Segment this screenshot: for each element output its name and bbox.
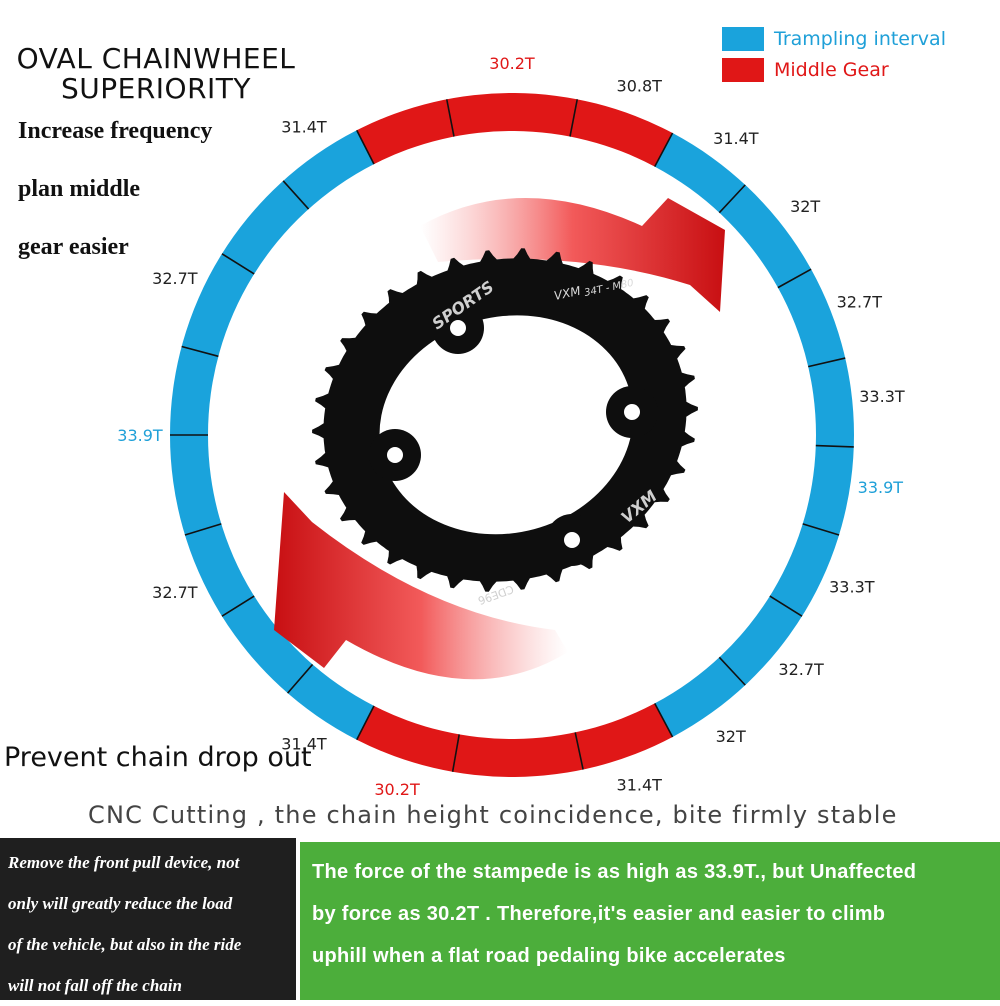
- ring-divider: [221, 253, 255, 275]
- ring-label: 32.7T: [152, 583, 198, 602]
- ring-divider: [808, 357, 846, 368]
- title-line-1: OVAL CHAINWHEEL: [16, 42, 296, 75]
- ring-dividers: [170, 99, 854, 772]
- ring-divider: [777, 268, 812, 289]
- ring-divider: [221, 595, 255, 617]
- legend-label-trampling: Trampling interval: [774, 28, 946, 50]
- ring-label: 33.9T: [117, 426, 163, 445]
- ring-labels: 30.2T 30.8T 31.4T 32T 32.7T 33.3T 33.9T 33.3T 32…: [117, 54, 905, 800]
- subheading-3: gear easier: [18, 234, 129, 260]
- stampede-force-note-box: The force of the stampede is as high as …: [300, 842, 1000, 1000]
- legend-swatch-red: [722, 58, 764, 82]
- ring-divider: [654, 703, 674, 738]
- ring-divider: [282, 180, 310, 210]
- chainring-center-cutout: [379, 315, 634, 535]
- ring-divider: [815, 444, 854, 448]
- ring-label: 33.9T: [858, 478, 904, 497]
- ring-divider: [574, 732, 584, 770]
- legend-trampling: Trampling interval: [722, 27, 946, 51]
- inscription-code: CDE96: [476, 582, 515, 607]
- prevent-chain-drop-caption: Prevent chain drop out: [4, 742, 312, 773]
- ring-divider: [569, 99, 579, 137]
- ring-divider: [769, 595, 803, 617]
- legend-swatch-blue: [722, 27, 764, 51]
- arrow-bottom-left: [274, 492, 568, 680]
- ring-label: 31.4T: [617, 776, 663, 795]
- front-pull-note-line-4: will not fall off the chain: [8, 976, 182, 995]
- ring-label: 30.8T: [496, 798, 542, 800]
- ring-divider: [718, 184, 746, 214]
- ring-segment-blue-right: [654, 133, 854, 737]
- ring-label: 33.3T: [829, 577, 875, 596]
- ring-segment-blue-left-top: [170, 130, 374, 436]
- ring-label: 32.7T: [152, 269, 198, 288]
- subheading-1: Increase frequency: [18, 118, 213, 144]
- ring-label: 32T: [716, 727, 746, 746]
- chainring-bolt-hole: [624, 404, 640, 420]
- ring-segment-red-bottom: [356, 703, 673, 778]
- ring-label: 31.4T: [281, 118, 327, 137]
- ring-label: 30.2T: [374, 780, 420, 799]
- front-pull-note-line-3: of the vehicle, but also in the ride: [8, 935, 242, 954]
- ring-divider: [451, 734, 460, 772]
- ring-label: 30.2T: [489, 54, 535, 73]
- ring-segment-blue-left-bottom: [170, 435, 374, 740]
- ring-divider: [445, 99, 455, 137]
- ring-divider: [356, 705, 375, 741]
- subheading-2: plan middle: [18, 176, 141, 202]
- ring-label: 32.7T: [778, 660, 824, 679]
- cnc-cutting-caption: CNC Cutting , the chain height coinciden…: [88, 801, 898, 829]
- gear-ratio-ring: [170, 93, 854, 778]
- page-title: OVAL CHAINWHEEL SUPERIORITY: [6, 44, 306, 104]
- top-right-arrow: [420, 198, 725, 312]
- arrow-top-right: [420, 198, 725, 312]
- oval-chainwheel-diagram: 30.2T 30.8T 31.4T 32T 32.7T 33.3T 33.9T 33.3T 32…: [117, 54, 905, 800]
- ring-divider: [718, 656, 746, 686]
- ring-divider: [356, 129, 375, 165]
- ring-label: 30.8T: [617, 76, 663, 95]
- ring-divider: [181, 345, 219, 358]
- bottom-left-arrow: [274, 492, 568, 680]
- ring-divider: [802, 523, 840, 536]
- front-pull-note-line-2: only will greatly reduce the load: [8, 894, 233, 913]
- ring-label: 31.4T: [713, 129, 759, 148]
- ring-label: 33.3T: [859, 387, 905, 406]
- inscription-brand-top: VXM: [553, 284, 583, 303]
- front-pull-note-box: Remove the front pull device, not only w…: [0, 838, 296, 1000]
- oval-chainring: [312, 248, 698, 592]
- title-line-2: SUPERIORITY: [60, 72, 251, 105]
- ring-divider: [654, 132, 674, 167]
- ring-divider: [287, 663, 314, 694]
- ring-label: 31.4T: [281, 734, 327, 753]
- legend-label-middle-gear: Middle Gear: [774, 59, 889, 81]
- ring-label: 32.7T: [837, 293, 883, 312]
- ring-label: 32T: [790, 197, 820, 216]
- legend-middle-gear: Middle Gear: [722, 58, 889, 82]
- front-pull-note-line-1: Remove the front pull device, not: [8, 853, 240, 872]
- ring-segment-red-top: [356, 93, 673, 167]
- stampede-note-line-1: The force of the stampede is as high as …: [312, 861, 917, 883]
- chainring-bolt-hole: [564, 532, 580, 548]
- ring-divider: [184, 523, 222, 536]
- stampede-note-line-2: by force as 30.2T . Therefore,it's easie…: [312, 903, 886, 925]
- chainring-bolt-hole: [387, 447, 403, 463]
- chainring-bolt-hole: [450, 320, 466, 336]
- stampede-note-line-3: uphill when a flat road pedaling bike ac…: [312, 945, 786, 967]
